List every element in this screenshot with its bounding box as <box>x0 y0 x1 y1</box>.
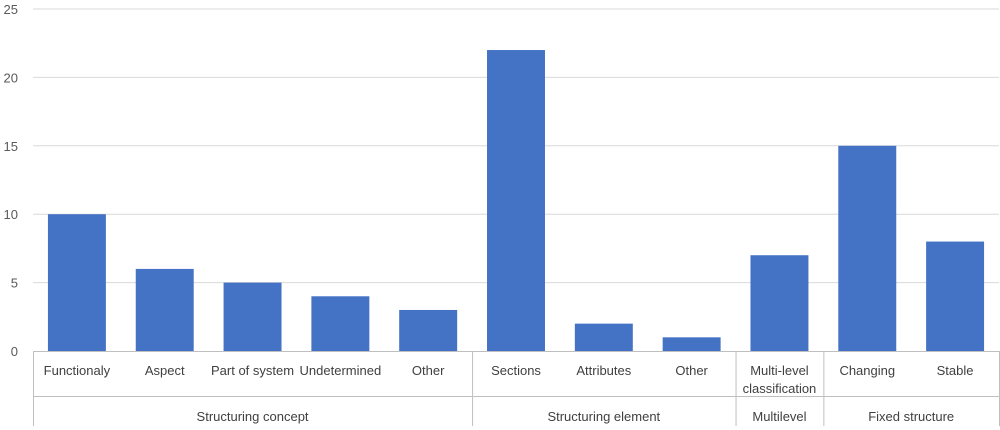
x-tick-label: Functionaly <box>44 363 111 378</box>
y-tick-label: 20 <box>4 70 18 85</box>
group-label: Structuring element <box>547 409 660 424</box>
y-axis-ticks: 0 5 10 15 20 25 <box>4 2 18 359</box>
y-tick-label: 0 <box>11 344 18 359</box>
category-labels: Functionaly Aspect Part of system Undetermi… <box>44 363 974 396</box>
x-tick-label: Stable <box>937 363 974 378</box>
x-tick-label: Changing <box>839 363 895 378</box>
y-tick-label: 5 <box>11 276 18 291</box>
bar <box>47 214 106 351</box>
x-tick-label: Undetermined <box>300 363 382 378</box>
bar <box>399 309 458 351</box>
bar <box>311 296 370 351</box>
bar <box>574 323 633 351</box>
bar <box>838 145 897 351</box>
bar <box>926 241 985 351</box>
y-tick-label: 10 <box>4 207 18 222</box>
x-tick-label: Sections <box>491 363 541 378</box>
x-tick-label: Other <box>675 363 708 378</box>
x-tick-label: Multi-level classification <box>743 363 817 396</box>
bar <box>135 268 194 351</box>
x-tick-label: Part of system <box>211 363 294 378</box>
y-tick-label: 15 <box>4 139 18 154</box>
x-tick-label: Other <box>412 363 445 378</box>
bars <box>47 50 985 351</box>
bar <box>487 50 545 351</box>
x-tick-label: Attributes <box>576 363 631 378</box>
group-label: Structuring concept <box>197 409 309 424</box>
bar <box>662 337 721 351</box>
x-tick-label: Aspect <box>145 363 185 378</box>
bar <box>223 282 282 351</box>
group-label: Fixed structure <box>868 409 954 424</box>
group-label: Multilevel <box>752 409 806 424</box>
group-labels: Structuring concept Structuring element Mu… <box>197 409 955 424</box>
y-tick-label: 25 <box>4 2 18 17</box>
bar <box>750 255 809 351</box>
